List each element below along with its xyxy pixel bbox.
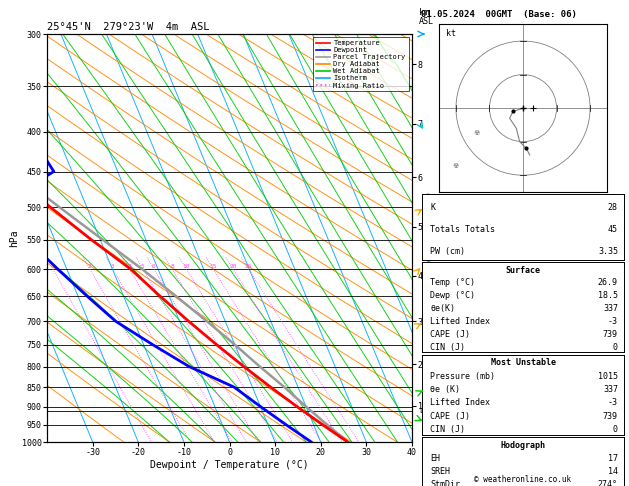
Text: 2: 2 (88, 264, 92, 269)
Text: ☢: ☢ (473, 130, 479, 136)
Text: Totals Totals: Totals Totals (430, 225, 495, 234)
Text: km
ASL: km ASL (420, 8, 434, 26)
Text: θe(K): θe(K) (430, 304, 455, 313)
Text: 25: 25 (245, 264, 252, 269)
Text: SREH: SREH (430, 467, 450, 476)
Y-axis label: hPa: hPa (9, 229, 19, 247)
Text: 5: 5 (141, 264, 145, 269)
Text: CAPE (J): CAPE (J) (430, 330, 470, 339)
Text: 25°45'N  279°23'W  4m  ASL: 25°45'N 279°23'W 4m ASL (47, 22, 209, 32)
Text: 0: 0 (613, 343, 618, 352)
Legend: Temperature, Dewpoint, Parcel Trajectory, Dry Adiabat, Wet Adiabat, Isotherm, Mi: Temperature, Dewpoint, Parcel Trajectory… (313, 37, 408, 91)
Text: Temp (°C): Temp (°C) (430, 278, 475, 288)
Text: 01.05.2024  00GMT  (Base: 06): 01.05.2024 00GMT (Base: 06) (421, 10, 577, 19)
Text: CIN (J): CIN (J) (430, 343, 465, 352)
Text: CAPE (J): CAPE (J) (430, 412, 470, 421)
Text: 45: 45 (608, 225, 618, 234)
Text: 20: 20 (229, 264, 237, 269)
Text: 15: 15 (209, 264, 217, 269)
Text: 739: 739 (603, 330, 618, 339)
Text: 274°: 274° (598, 480, 618, 486)
Text: Surface: Surface (506, 266, 540, 275)
Text: -3: -3 (608, 399, 618, 407)
Text: PW (cm): PW (cm) (430, 247, 465, 256)
Text: kt: kt (446, 29, 456, 38)
Text: 8: 8 (170, 264, 174, 269)
Text: 0: 0 (613, 425, 618, 434)
Text: 18.5: 18.5 (598, 291, 618, 300)
Text: 26.9: 26.9 (598, 278, 618, 288)
Text: Lifted Index: Lifted Index (430, 317, 490, 326)
Text: Pressure (mb): Pressure (mb) (430, 372, 495, 381)
Text: 1015: 1015 (598, 372, 618, 381)
Text: 17: 17 (608, 454, 618, 463)
Text: 3: 3 (111, 264, 114, 269)
Text: LCL: LCL (420, 408, 432, 414)
Text: 6: 6 (152, 264, 156, 269)
Text: EH: EH (430, 454, 440, 463)
Text: 739: 739 (603, 412, 618, 421)
Text: Most Unstable: Most Unstable (491, 358, 555, 367)
Text: StmDir: StmDir (430, 480, 460, 486)
Text: 10: 10 (182, 264, 190, 269)
Y-axis label: Mixing Ratio (g/kg): Mixing Ratio (g/kg) (425, 191, 435, 286)
Text: ☢: ☢ (453, 163, 459, 170)
Text: 28: 28 (608, 203, 618, 212)
Text: -3: -3 (608, 317, 618, 326)
Text: θe (K): θe (K) (430, 385, 460, 394)
Text: 1: 1 (51, 264, 55, 269)
Text: Hodograph: Hodograph (501, 441, 545, 450)
Text: © weatheronline.co.uk: © weatheronline.co.uk (474, 474, 572, 484)
Text: 4: 4 (128, 264, 131, 269)
Text: CIN (J): CIN (J) (430, 425, 465, 434)
Text: 337: 337 (603, 385, 618, 394)
X-axis label: Dewpoint / Temperature (°C): Dewpoint / Temperature (°C) (150, 460, 309, 469)
Text: 14: 14 (608, 467, 618, 476)
Text: 3.35: 3.35 (598, 247, 618, 256)
Text: Dewp (°C): Dewp (°C) (430, 291, 475, 300)
Text: K: K (430, 203, 435, 212)
Text: Lifted Index: Lifted Index (430, 399, 490, 407)
Text: 337: 337 (603, 304, 618, 313)
